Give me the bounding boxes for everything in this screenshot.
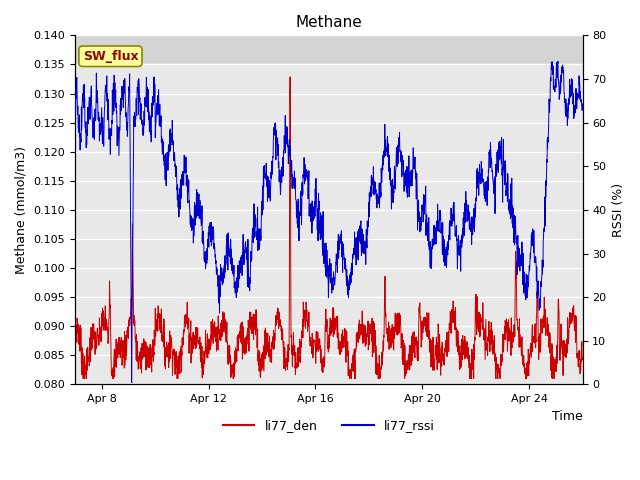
X-axis label: Time: Time xyxy=(552,410,582,423)
Title: Methane: Methane xyxy=(296,15,362,30)
Bar xyxy=(75,64,582,384)
Text: SW_flux: SW_flux xyxy=(83,50,138,63)
Y-axis label: RSSI (%): RSSI (%) xyxy=(612,183,625,237)
Legend: li77_den, li77_rssi: li77_den, li77_rssi xyxy=(218,415,440,437)
Bar xyxy=(75,36,582,64)
Y-axis label: Methane (mmol/m3): Methane (mmol/m3) xyxy=(15,146,28,274)
